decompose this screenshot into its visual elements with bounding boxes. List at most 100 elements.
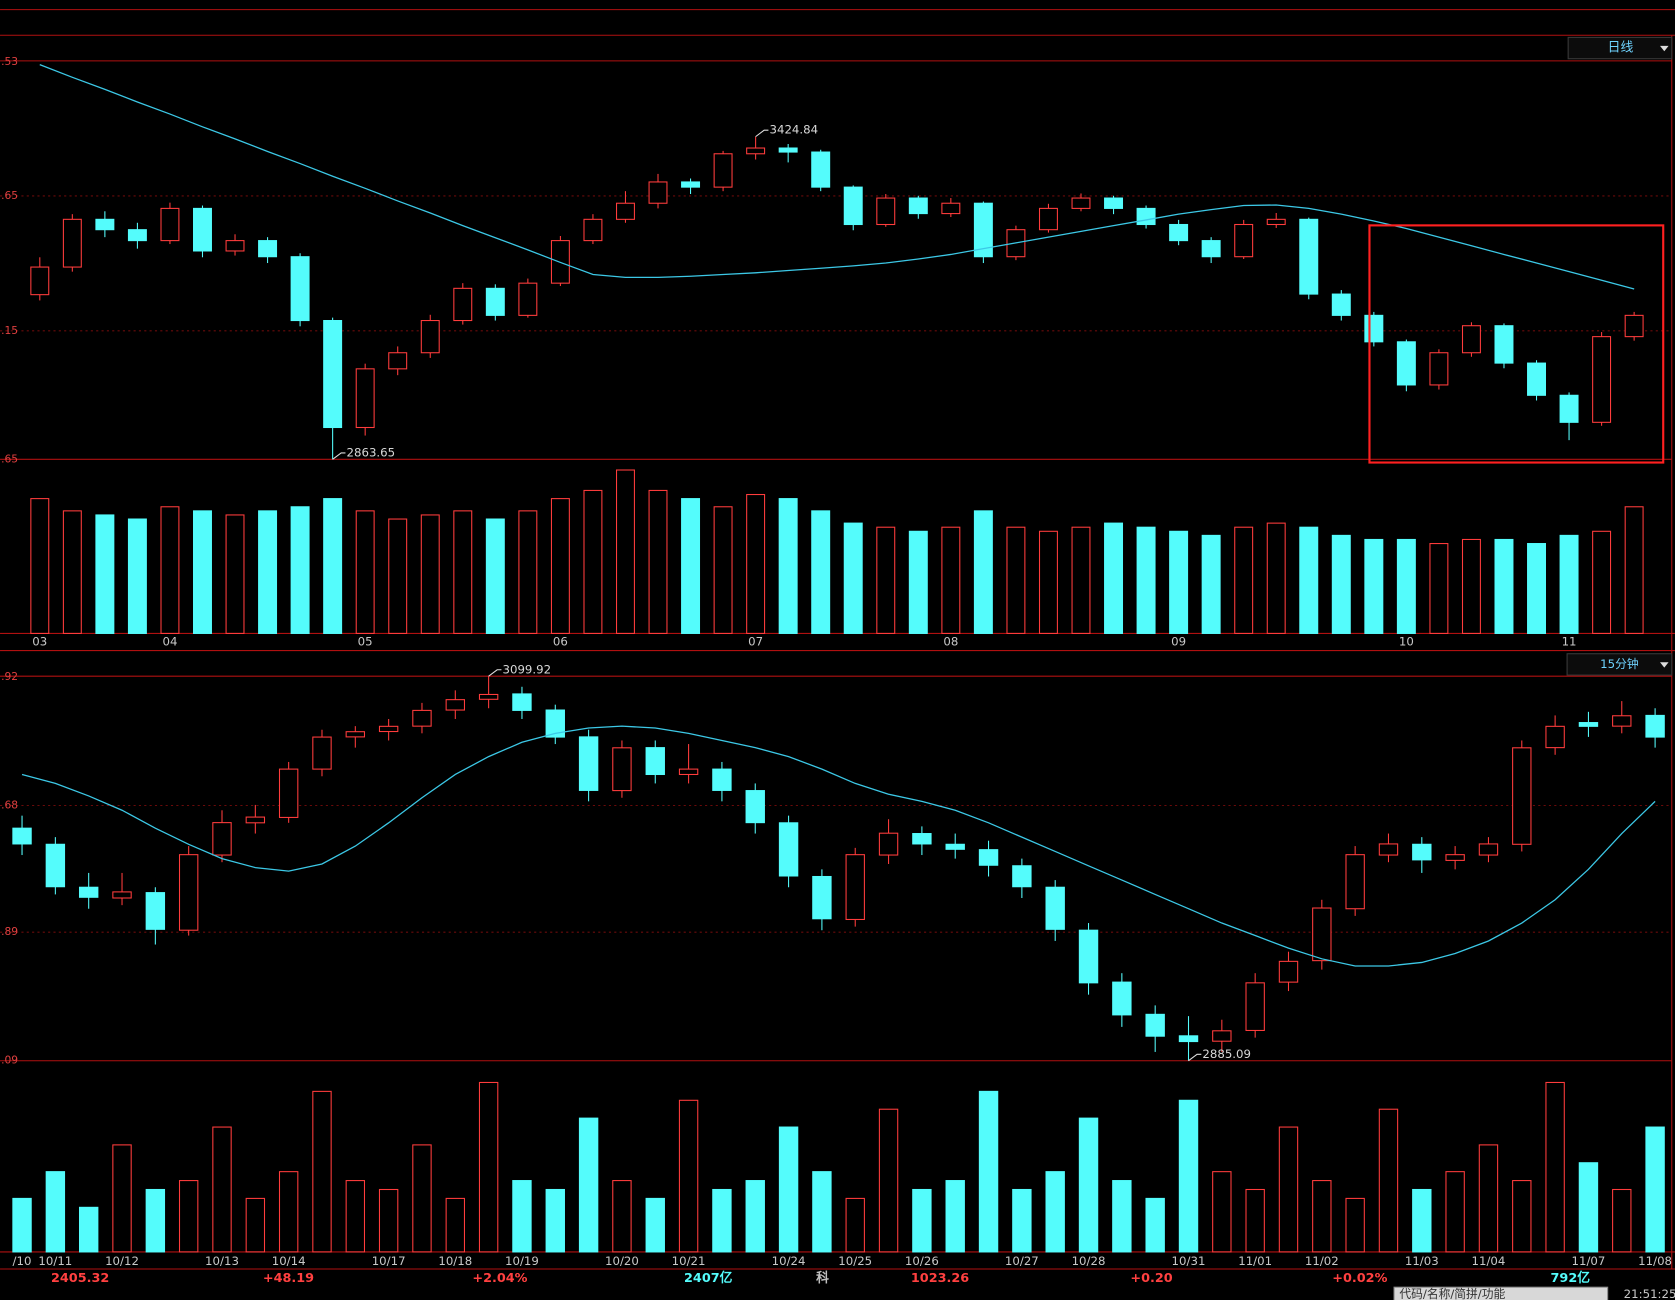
volume-bar — [941, 526, 961, 634]
volume-bar — [745, 1180, 765, 1253]
volume-bar — [258, 510, 278, 634]
dropdown-arrow[interactable] — [1660, 662, 1669, 668]
x-tick-label: 10/13 — [205, 1254, 239, 1268]
volume-bar — [127, 518, 147, 634]
volume-bar — [1559, 534, 1579, 634]
volume-bar — [1278, 1126, 1299, 1253]
candle-body — [1612, 715, 1632, 727]
dropdown-box[interactable] — [1566, 653, 1673, 676]
volume-bar — [45, 1171, 66, 1253]
volume-bar — [1494, 538, 1514, 634]
dropdown-label[interactable]: 15分钟 — [1600, 657, 1638, 671]
x-tick-label: 10/18 — [438, 1254, 472, 1268]
candle-body — [778, 822, 799, 877]
x-tick-label: 10/27 — [1005, 1254, 1039, 1268]
volume-bar — [1112, 1180, 1132, 1253]
volume-bar — [1145, 1197, 1165, 1253]
candle-body — [1112, 981, 1132, 1016]
volume-bar — [323, 498, 343, 634]
candle-body — [323, 320, 343, 429]
volume-bar — [1178, 1099, 1199, 1253]
candle-body — [978, 849, 999, 866]
volume-bar — [1038, 530, 1058, 634]
candle-body — [1345, 854, 1365, 910]
volume-bar — [648, 489, 668, 634]
period-dropdown[interactable]: 日线 — [1567, 36, 1673, 60]
volume-panel — [12, 1081, 1665, 1253]
volume-bar — [1012, 1188, 1032, 1253]
candle-body — [127, 229, 147, 242]
candle-body — [278, 768, 299, 818]
x-tick-label: 10/11 — [38, 1254, 72, 1268]
volume-bar — [420, 514, 440, 634]
candle-body — [1364, 314, 1384, 343]
search-placeholder[interactable]: 代码/名称/简拼/功能 — [1399, 1287, 1505, 1300]
candle-body — [12, 827, 32, 845]
volume-bar — [1396, 538, 1416, 634]
candle-body — [545, 709, 565, 738]
status-value: +0.20 — [1130, 1271, 1172, 1286]
volume-bar — [843, 522, 863, 634]
candle-body — [1445, 854, 1465, 861]
candle-body — [1478, 843, 1499, 856]
candle-body — [1169, 223, 1189, 242]
x-tick-label: 10/20 — [605, 1254, 639, 1268]
x-tick-label: 10/21 — [672, 1254, 706, 1268]
x-tick-label: 11/01 — [1238, 1254, 1272, 1268]
y-tick-label: .65 — [1, 452, 18, 465]
x-tick-label: 10 — [1399, 634, 1414, 648]
annotation-label: 2863.65 — [347, 445, 396, 459]
candle-body — [1038, 207, 1058, 231]
volume-bar — [160, 506, 180, 634]
candle-body — [1592, 336, 1612, 423]
candle-body — [1299, 218, 1319, 295]
period-dropdown[interactable]: 15分钟 — [1566, 653, 1673, 676]
candle-body — [1178, 1035, 1199, 1043]
candle-body — [30, 266, 50, 296]
volume-bar — [12, 1197, 32, 1253]
candle-body — [583, 218, 603, 242]
candle-body — [312, 736, 332, 770]
status-value: 2405.32 — [51, 1271, 109, 1286]
status-value: +48.19 — [263, 1271, 314, 1286]
candle-body — [713, 153, 733, 188]
volume-bar — [1245, 1188, 1265, 1253]
annotation-label: 3424.84 — [770, 123, 819, 137]
candle-body — [178, 854, 199, 931]
candle-body — [1136, 207, 1156, 226]
volume-panel — [30, 469, 1644, 634]
status-value: 科 — [816, 1270, 829, 1286]
volume-bar — [1445, 1171, 1465, 1253]
volume-bar — [412, 1144, 432, 1253]
volume-bar — [78, 1206, 99, 1253]
volume-bar — [1299, 526, 1319, 634]
dropdown-box[interactable] — [1567, 36, 1673, 60]
x-tick-label: 10/17 — [372, 1254, 406, 1268]
candle-body — [388, 352, 408, 370]
candle-body — [712, 768, 732, 791]
volume-bar — [1624, 506, 1644, 634]
volume-bar — [1345, 1197, 1365, 1253]
dropdown-arrow[interactable] — [1660, 45, 1669, 52]
dropdown-label[interactable]: 日线 — [1608, 41, 1634, 56]
candle-body — [912, 833, 932, 845]
volume-bar — [550, 498, 570, 634]
volume-bar — [388, 518, 408, 634]
volume-bar — [278, 1171, 299, 1253]
candle-body — [1545, 725, 1565, 749]
volume-bar — [1212, 1171, 1232, 1253]
volume-bar — [145, 1188, 166, 1253]
volume-bar — [193, 510, 212, 634]
y-tick-label: .15 — [1, 324, 18, 337]
candle-body — [1559, 394, 1579, 423]
x-tick-label: 10/12 — [105, 1254, 139, 1268]
candle-body — [478, 693, 499, 700]
candle-body — [1645, 714, 1665, 738]
candle-body — [290, 256, 310, 322]
volume-bar — [1645, 1126, 1665, 1253]
candle-body — [745, 790, 765, 824]
search-box[interactable] — [1393, 1286, 1609, 1300]
candle-body — [258, 240, 278, 258]
volume-bar — [908, 530, 928, 634]
